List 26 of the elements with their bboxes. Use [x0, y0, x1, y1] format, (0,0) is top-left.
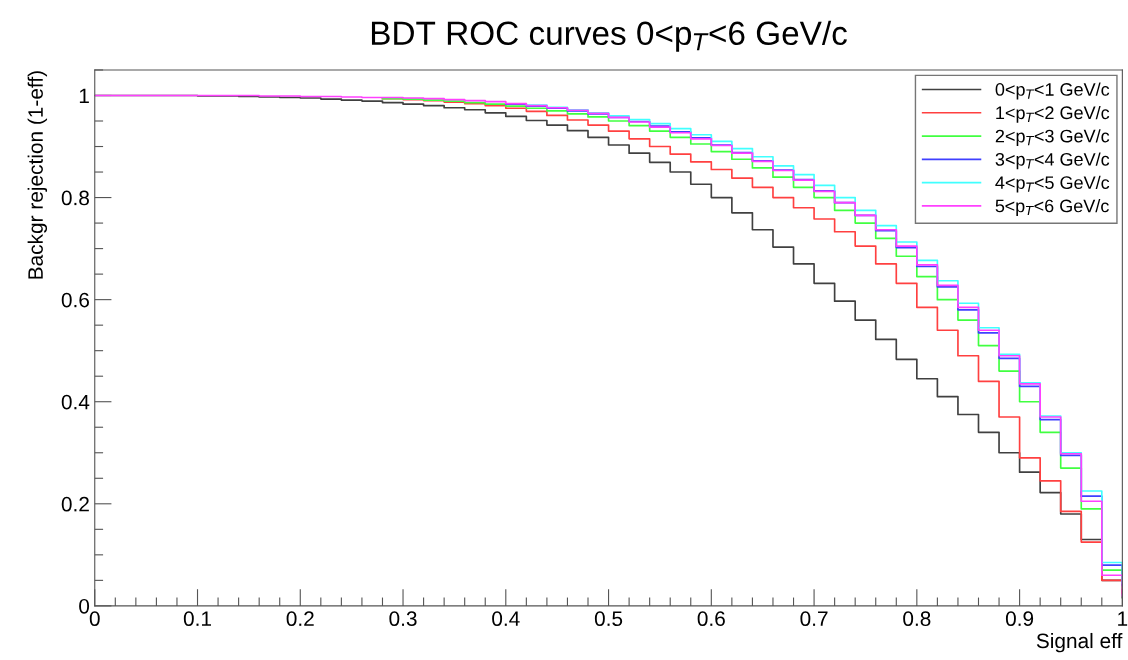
x-tick-label: 0.4 — [492, 611, 520, 627]
x-tick-label: 0.7 — [800, 611, 828, 627]
y-tick-label: 0 — [79, 598, 90, 614]
x-tick-label: 0.6 — [697, 611, 725, 627]
x-tick-label: 0.1 — [183, 611, 211, 627]
legend-label: 5<p$_{T}$<6 GeV/c — [995, 199, 1109, 216]
y-axis-title: Backgr rejection (1-eff) — [27, 71, 48, 279]
y-tick-label: 0.8 — [61, 190, 89, 206]
legend-label: 3<p$_{T}$<4 GeV/c — [995, 152, 1110, 170]
x-tick-label: 0.5 — [594, 611, 623, 627]
x-axis-title: Signal eff — [1036, 632, 1123, 653]
x-tick-label: 0 — [89, 611, 100, 627]
legend-label: 1<p$_{T}$<2 GeV/c — [996, 105, 1110, 123]
y-tick-label: 0.2 — [61, 496, 89, 512]
x-tick-label: 1 — [1118, 611, 1128, 626]
x-tick-label: 0.9 — [1005, 611, 1034, 627]
legend-label: 0<p$_{T}$<1 GeV/c — [995, 82, 1110, 100]
y-tick-label: 1 — [79, 88, 89, 104]
y-tick-label: 0.4 — [61, 394, 90, 410]
legend-label: 4<p$_{T}$<5 GeV/c — [995, 175, 1110, 193]
x-tick-label: 0.3 — [389, 611, 417, 627]
x-tick-label: 0.8 — [903, 611, 931, 627]
y-tick-label: 0.6 — [61, 292, 89, 308]
x-tick-label: 0.2 — [286, 611, 314, 627]
chart-title: BDT ROC curves 0<p$_{T}$<6 GeV/c — [371, 20, 847, 52]
legend-label: 2<p$_{T}$<3 GeV/c — [995, 129, 1110, 147]
